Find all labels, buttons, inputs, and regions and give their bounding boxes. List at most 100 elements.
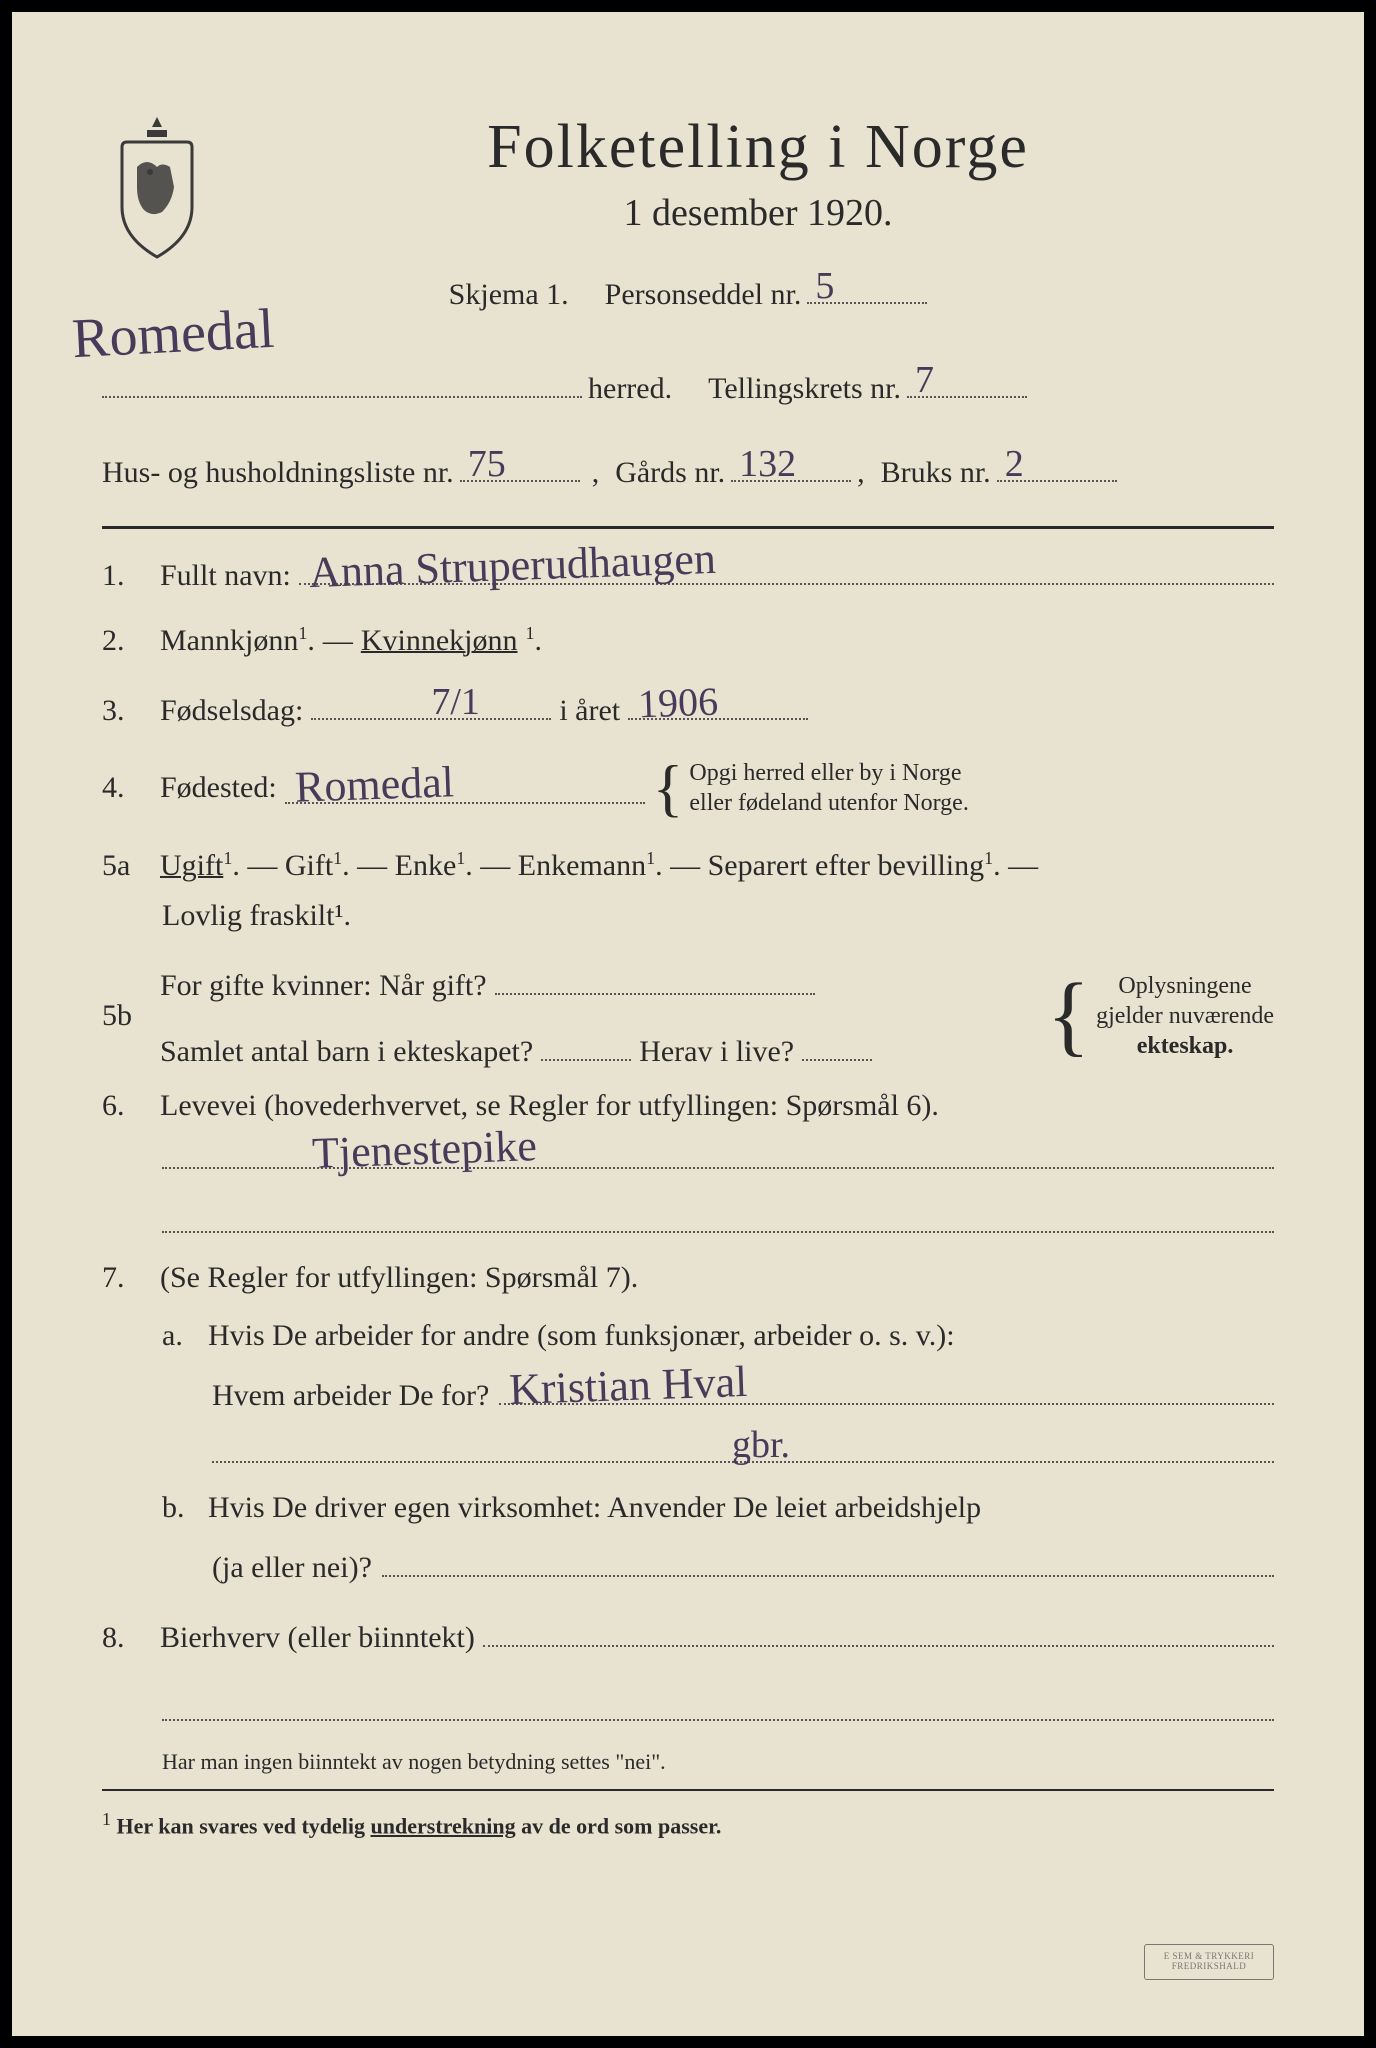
q7a-num: a. [162, 1319, 198, 1353]
divider-1 [102, 526, 1274, 529]
q7a-value2: gbr. [732, 1423, 790, 1467]
q7-row: 7. (Se Regler for utfyllingen: Spørsmål … [102, 1261, 1274, 1295]
q6-field1: Tjenestepike [162, 1133, 1274, 1169]
q5a-opts2: Lovlig fraskilt¹. [162, 899, 351, 933]
q3-num: 3. [102, 694, 150, 728]
q2-num: 2. [102, 624, 150, 658]
bruks-field: 2 [997, 450, 1117, 482]
skjema-label: Skjema 1. [449, 278, 569, 312]
q7b-field [382, 1545, 1274, 1577]
q4-note: Opgi herred eller by i Norge eller fødel… [689, 758, 968, 818]
husliste-field: 75 [460, 450, 580, 482]
q3-row: 3. Fødselsdag: 7/1 i året 1906 [102, 688, 1274, 728]
q1-field: Anna Struperudhaugen [299, 553, 1274, 585]
q3-day-field: 7/1 [311, 688, 551, 720]
q7a-value: Kristian Hval [509, 1356, 749, 1415]
q6-field2 [162, 1197, 1274, 1233]
header: Folketelling i Norge 1 desember 1920. [102, 112, 1274, 262]
bruks-label: Bruks nr. [881, 456, 991, 490]
q5b-live-field [802, 1029, 872, 1061]
meta-row-1: Skjema 1. Personseddel nr. 5 [102, 272, 1274, 332]
q6-value: Tjenestepike [311, 1120, 537, 1179]
q8-field [483, 1615, 1274, 1647]
q5a-row: 5a Ugift1. — Gift1. — Enke1. — Enkemann1… [102, 848, 1274, 883]
q5b-num: 5b [102, 999, 150, 1033]
q3-day-value: 7/1 [431, 680, 480, 724]
q4-value: Romedal [294, 756, 455, 813]
q3-year-field: 1906 [628, 688, 808, 720]
q3-year-value: 1906 [637, 678, 719, 728]
q4-label: Fødested: [160, 771, 277, 805]
q4-num: 4. [102, 771, 150, 805]
q7b-num: b. [162, 1491, 198, 1525]
q7a-l2: Hvem arbeider De for? [212, 1379, 489, 1413]
q6-num: 6. [102, 1089, 150, 1123]
footer-line1: Har man ingen biinntekt av nogen betydni… [162, 1749, 1274, 1775]
brace-icon: { [653, 762, 684, 813]
printer-stamp: E SEM & TRYKKERIFREDRIKSHALD [1144, 1944, 1274, 1980]
q7-label: (Se Regler for utfyllingen: Spørsmål 7). [160, 1261, 638, 1295]
q5b-barn-field [541, 1029, 631, 1061]
q1-row: 1. Fullt navn: Anna Struperudhaugen [102, 553, 1274, 593]
gards-value: 132 [739, 442, 796, 486]
q3-label: Fødselsdag: [160, 694, 303, 728]
q2-opt-k: Kvinnekjønn [361, 624, 518, 658]
q7b-row2: (ja eller nei)? [102, 1545, 1274, 1585]
title-block: Folketelling i Norge 1 desember 1920. [242, 112, 1274, 235]
q2-row: 2. Mannkjønn1. — Kvinnekjønn1. [102, 623, 1274, 658]
herred-label: herred. [588, 372, 672, 406]
main-title: Folketelling i Norge [242, 112, 1274, 183]
q7b-row1: b. Hvis De driver egen virksomhet: Anven… [102, 1491, 1274, 1525]
q5b-l1: For gifte kvinner: Når gift? [160, 969, 487, 1003]
herred-value: Romedal [70, 297, 275, 371]
q1-label: Fullt navn: [160, 559, 291, 593]
q7a-row2: Hvem arbeider De for? Kristian Hval [102, 1373, 1274, 1413]
q6-row: 6. Levevei (hovederhvervet, se Regler fo… [102, 1089, 1274, 1123]
q1-value: Anna Struperudhaugen [308, 533, 716, 598]
q7a-row1: a. Hvis De arbeider for andre (som funks… [102, 1319, 1274, 1353]
brace-icon: { [1047, 980, 1090, 1052]
husliste-value: 75 [468, 442, 506, 486]
q7-num: 7. [102, 1261, 150, 1295]
q8-row: 8. Bierhverv (eller biinntekt) [102, 1615, 1274, 1655]
personseddel-value: 5 [815, 264, 834, 308]
q7a-field: Kristian Hval [499, 1373, 1274, 1405]
husliste-label: Hus- og husholdningsliste nr. [102, 456, 454, 490]
q5b-note: Oplysningene gjelder nuværende ekteskap. [1096, 971, 1274, 1061]
herred-field [102, 366, 582, 398]
bruks-value: 2 [1005, 442, 1024, 486]
q5a-row2: Lovlig fraskilt¹. [102, 899, 1274, 933]
meta-row-3: Hus- og husholdningsliste nr. 75 , Gårds… [102, 450, 1274, 510]
q5a-num: 5a [102, 849, 150, 883]
q5b-l2b: Herav i live? [639, 1035, 794, 1069]
q7a-field2: gbr. [212, 1427, 1274, 1463]
q5a-opts: Ugift1. — Gift1. — Enke1. — Enkemann1. —… [160, 848, 1038, 883]
q4-note-block: { Opgi herred eller by i Norge eller fød… [653, 758, 969, 818]
personseddel-label: Personseddel nr. [605, 278, 802, 312]
q2-dash: — [323, 624, 353, 658]
q5b-l2a: Samlet antal barn i ekteskapet? [160, 1035, 533, 1069]
q4-field: Romedal [285, 772, 645, 804]
q6-label: Levevei (hovederhvervet, se Regler for u… [160, 1089, 939, 1123]
tellingskrets-value: 7 [915, 358, 934, 402]
footnote: 1 Her kan svares ved tydelig understrekn… [102, 1809, 1274, 1839]
gards-field: 132 [731, 450, 851, 482]
tellingskrets-field: 7 [907, 366, 1027, 398]
q7a-l1: Hvis De arbeider for andre (som funksjon… [208, 1319, 955, 1353]
q8-label: Bierhverv (eller biinntekt) [160, 1621, 475, 1655]
q7b-l2: (ja eller nei)? [212, 1551, 372, 1585]
gards-label: Gårds nr. [615, 456, 725, 490]
tellingskrets-label: Tellingskrets nr. [708, 372, 901, 406]
q8-num: 8. [102, 1621, 150, 1655]
footnote-text: Her kan svares ved tydelig understreknin… [117, 1813, 722, 1838]
subtitle: 1 desember 1920. [242, 191, 1274, 235]
q3-mid: i året [559, 694, 620, 728]
q4-row: 4. Fødested: Romedal { Opgi herred eller… [102, 758, 1274, 818]
meta-row-2: herred. Tellingskrets nr. 7 [102, 366, 1274, 426]
q5b-note-block: { Oplysningene gjelder nuværende ekteska… [1047, 971, 1274, 1061]
personseddel-field: 5 [807, 272, 927, 304]
divider-2 [102, 1789, 1274, 1791]
q1-num: 1. [102, 559, 150, 593]
q2-opt-m: Mannkjønn1. [160, 623, 315, 658]
q5b-row: 5b For gifte kvinner: Når gift? Samlet a… [102, 963, 1274, 1069]
